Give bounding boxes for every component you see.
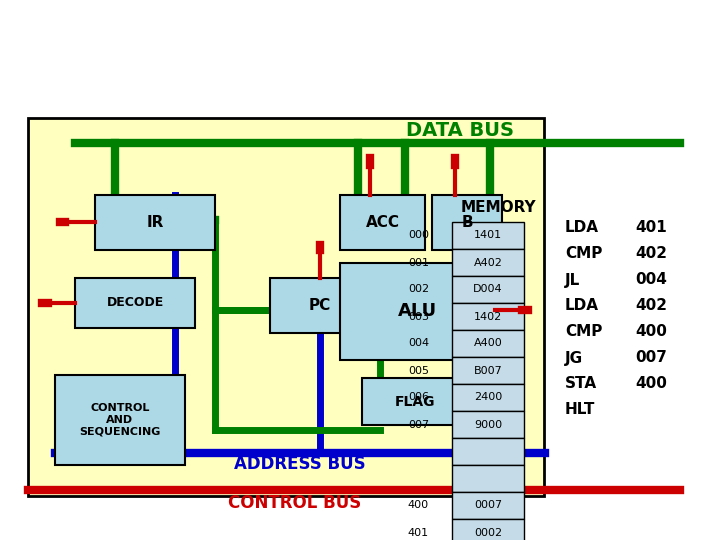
Text: 401: 401 [408,528,429,537]
Text: HLT: HLT [565,402,595,417]
Bar [452,438,524,465]
Text: 401: 401 [635,220,667,235]
Text: ADDRESS BUS: ADDRESS BUS [234,455,366,473]
Text: IR: IR [146,215,163,230]
Text: 007: 007 [408,420,429,429]
Text: LDA: LDA [565,299,599,314]
Text: CONTROL BUS: CONTROL BUS [228,494,361,512]
Bar [452,276,524,303]
Bar [340,195,425,250]
Bar [75,278,195,328]
Text: JG: JG [565,350,583,366]
Bar [432,195,502,250]
Text: A402: A402 [474,258,503,267]
Text: 007: 007 [635,350,667,366]
Text: 006: 006 [408,393,429,402]
Text: 001: 001 [408,258,429,267]
Text: ALU: ALU [398,302,437,321]
Text: 400: 400 [635,325,667,340]
Text: LDA: LDA [565,220,599,235]
Bar [95,195,215,250]
Text: 1401: 1401 [474,231,502,240]
Text: ACC: ACC [366,215,400,230]
Bar [452,249,524,276]
Text: FLAG: FLAG [395,395,435,408]
Text: A400: A400 [474,339,503,348]
Text: 2400: 2400 [474,393,502,402]
Text: DATA BUS: DATA BUS [406,120,514,139]
Text: 004: 004 [408,339,429,348]
Text: D004: D004 [473,285,503,294]
Text: CMP: CMP [565,246,603,261]
Text: 9000: 9000 [474,420,502,429]
Bar [452,411,524,438]
Bar [270,278,370,333]
Text: 1402: 1402 [474,312,502,321]
Text: 400: 400 [408,501,429,510]
Bar [452,492,524,519]
Text: PC: PC [309,298,331,313]
Text: 0002: 0002 [474,528,502,537]
Text: 005: 005 [408,366,429,375]
Bar [340,263,495,360]
Text: B: B [462,215,473,230]
Text: 400: 400 [635,376,667,392]
Text: 002: 002 [408,285,429,294]
Text: 000: 000 [408,231,429,240]
Bar [28,118,544,496]
Bar [55,375,185,465]
Text: 0007: 0007 [474,501,502,510]
Bar [452,357,524,384]
Bar [452,303,524,330]
Bar [452,222,524,249]
Text: CONTROL
AND
SEQUENCING: CONTROL AND SEQUENCING [79,403,161,437]
Bar [362,378,467,425]
Text: 402: 402 [635,246,667,261]
Text: STA: STA [565,376,597,392]
Bar [452,519,524,540]
Text: B007: B007 [474,366,503,375]
Bar [452,384,524,411]
Text: 003: 003 [408,312,429,321]
Text: CMP: CMP [565,325,603,340]
Text: JL: JL [565,273,580,287]
Text: 402: 402 [635,299,667,314]
Text: 004: 004 [635,273,667,287]
Text: DECODE: DECODE [107,296,163,309]
Bar [452,465,524,492]
Text: MEMORY: MEMORY [460,199,536,214]
Bar [452,330,524,357]
